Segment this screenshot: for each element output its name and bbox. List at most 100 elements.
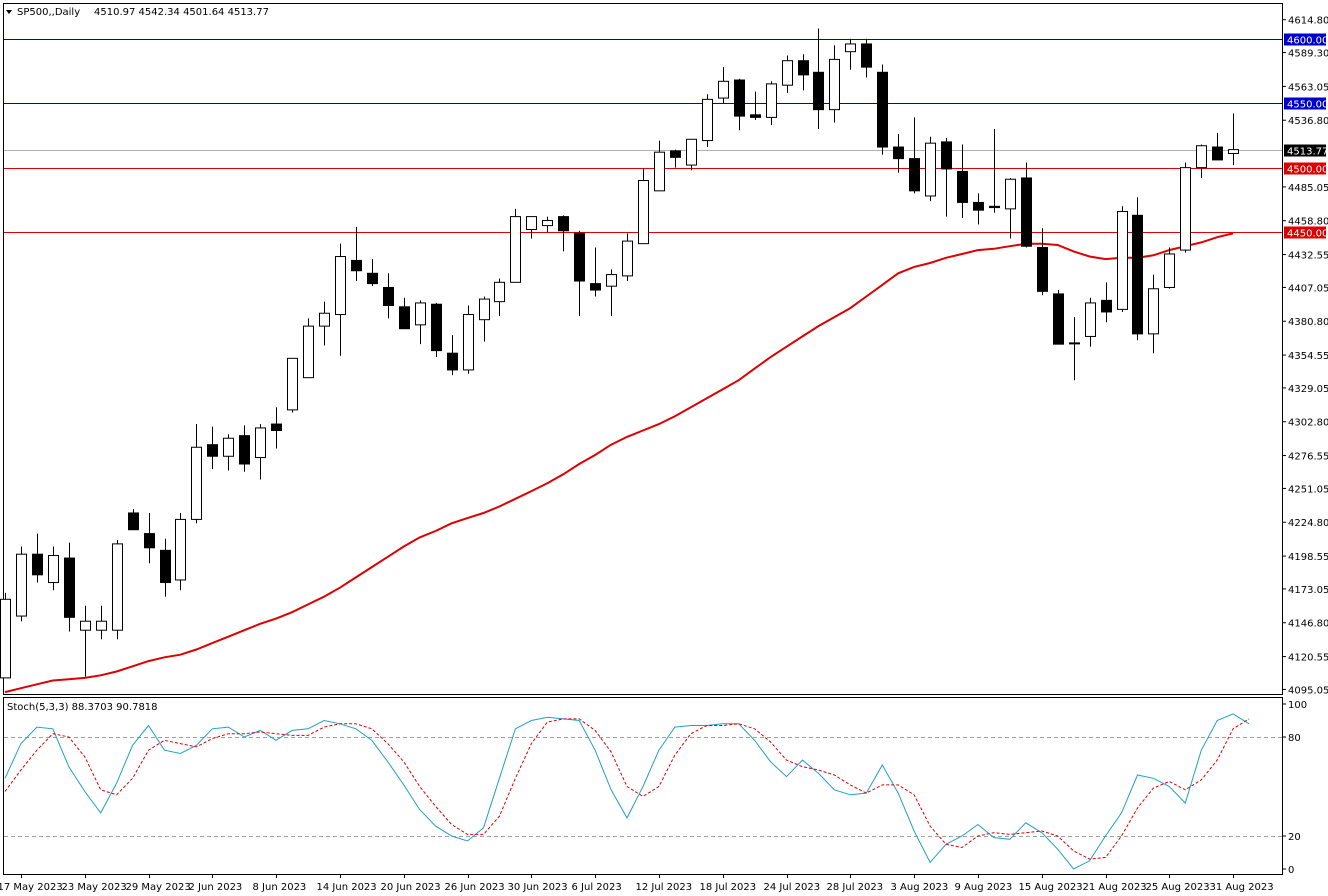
candle-body-43 — [686, 138, 697, 166]
candle-60 — [957, 144, 968, 218]
candle-32 — [510, 208, 521, 283]
candle-38 — [606, 269, 617, 316]
chart-ohlc: 4510.97 4542.34 4501.64 4513.77 — [94, 7, 269, 18]
stoch-line-1 — [4, 718, 1250, 860]
candle-62 — [989, 128, 1000, 213]
candle-66 — [1053, 290, 1064, 345]
candle-body-26 — [415, 302, 426, 326]
price-tick-label-6: 4432.55 — [1288, 251, 1328, 262]
price-axis: 4614.80 4589.30 4563.05 4536.80 4485.05 4458.… — [1282, 16, 1328, 696]
candle-77 — [1228, 113, 1239, 166]
candle-15 — [239, 425, 250, 472]
time-tick-label-16: 15 Aug 2023 — [1019, 882, 1083, 893]
candle-24 — [383, 273, 394, 319]
time-tick-label-17: 21 Aug 2023 — [1083, 882, 1147, 893]
time-tick-label-18: 25 Aug 2023 — [1146, 882, 1210, 893]
candle-75 — [1196, 144, 1207, 178]
candle-body-75 — [1196, 145, 1207, 169]
level-label-0: 4600.00 — [1287, 36, 1328, 47]
time-tick-label-9: 6 Jul 2023 — [572, 882, 622, 893]
candle-body-35 — [558, 216, 569, 232]
candle-body-67 — [1069, 342, 1080, 345]
time-tick-label-0: 17 May 2023 — [0, 882, 63, 893]
candle-18 — [287, 357, 298, 413]
candle-3 — [48, 546, 59, 591]
candle-body-66 — [1053, 293, 1064, 345]
candle-11 — [175, 512, 186, 591]
candle-55 — [877, 64, 888, 155]
candle-body-52 — [829, 58, 840, 111]
candle-body-5 — [80, 620, 91, 631]
candle-44 — [702, 94, 713, 148]
candle-33 — [526, 216, 537, 239]
candle-body-23 — [367, 272, 378, 285]
candle-27 — [431, 302, 442, 358]
candle-body-27 — [431, 303, 442, 352]
candle-body-45 — [718, 80, 729, 99]
level-label-bg-1 — [1284, 97, 1326, 110]
candle-29 — [463, 305, 474, 374]
candle-12 — [191, 424, 202, 524]
time-tick-label-7: 26 Jun 2023 — [445, 882, 505, 893]
price-tick-label-2: 4563.05 — [1288, 82, 1328, 93]
candle-20 — [319, 301, 330, 346]
price-tick-label-8: 4380.80 — [1288, 317, 1328, 328]
candle-26 — [415, 300, 426, 345]
candle-7 — [112, 540, 123, 640]
candle-body-30 — [479, 298, 490, 321]
candle-42 — [670, 149, 681, 168]
candle-5 — [80, 605, 91, 677]
price-tick-label-15: 4198.55 — [1288, 552, 1328, 563]
time-tick-label-10: 12 Jul 2023 — [636, 882, 693, 893]
time-tick-label-15: 9 Aug 2023 — [955, 882, 1013, 893]
candle-54 — [861, 38, 872, 78]
candle-body-70 — [1117, 210, 1128, 310]
candle-body-39 — [622, 240, 633, 277]
stoch-tick-label-2: 20 — [1288, 832, 1301, 843]
stoch-tick-label-0: 100 — [1288, 700, 1307, 711]
candle-23 — [367, 259, 378, 287]
level-label-2: 4500.00 — [1287, 165, 1328, 176]
candle-22 — [351, 226, 362, 282]
candle-70 — [1117, 206, 1128, 312]
candle-67 — [1069, 317, 1080, 381]
candle-body-49 — [782, 60, 793, 86]
candle-64 — [1021, 162, 1032, 248]
candle-body-14 — [223, 437, 234, 457]
candle-body-16 — [255, 427, 266, 459]
level-label-1: 4550.00 — [1287, 100, 1328, 111]
candle-43 — [686, 138, 697, 171]
time-tick-label-2: 29 May 2023 — [126, 882, 191, 893]
candle-9 — [144, 512, 155, 564]
candle-47 — [750, 91, 761, 120]
time-tick-label-13: 28 Jul 2023 — [827, 882, 884, 893]
candle-14 — [223, 434, 234, 471]
time-tick-label-19: 31 Aug 2023 — [1210, 882, 1274, 893]
candle-39 — [622, 233, 633, 282]
candle-body-77 — [1228, 149, 1239, 154]
candle-body-44 — [702, 98, 713, 142]
stoch-tick-label-1: 80 — [1288, 733, 1301, 744]
candle-body-61 — [973, 201, 984, 211]
candle-body-54 — [861, 43, 872, 68]
candle-body-18 — [287, 357, 298, 411]
price-labels: 4600.00 4550.00 4500.00 4450.00 4513.77 — [1284, 33, 1328, 240]
candle-body-68 — [1085, 302, 1096, 337]
candle-19 — [303, 318, 314, 379]
price-tick-label-14: 4224.80 — [1288, 518, 1328, 529]
time-tick-label-8: 30 Jun 2023 — [508, 882, 568, 893]
level-label-bg-0 — [1284, 33, 1326, 46]
candle-body-62 — [989, 205, 1000, 209]
candle-48 — [766, 81, 777, 126]
current-price-label-bg — [1284, 144, 1326, 157]
price-tick-label-1: 4589.30 — [1288, 49, 1328, 60]
candle-body-22 — [351, 259, 362, 272]
price-tick-label-7: 4407.05 — [1288, 283, 1328, 294]
candle-body-37 — [590, 283, 601, 291]
price-tick-label-19: 4095.05 — [1288, 685, 1328, 696]
chart-symbol: SP500,,Daily — [17, 7, 80, 18]
candle-61 — [973, 193, 984, 225]
candles — [0, 28, 1239, 679]
dropdown-triangle-icon[interactable] — [6, 10, 12, 14]
